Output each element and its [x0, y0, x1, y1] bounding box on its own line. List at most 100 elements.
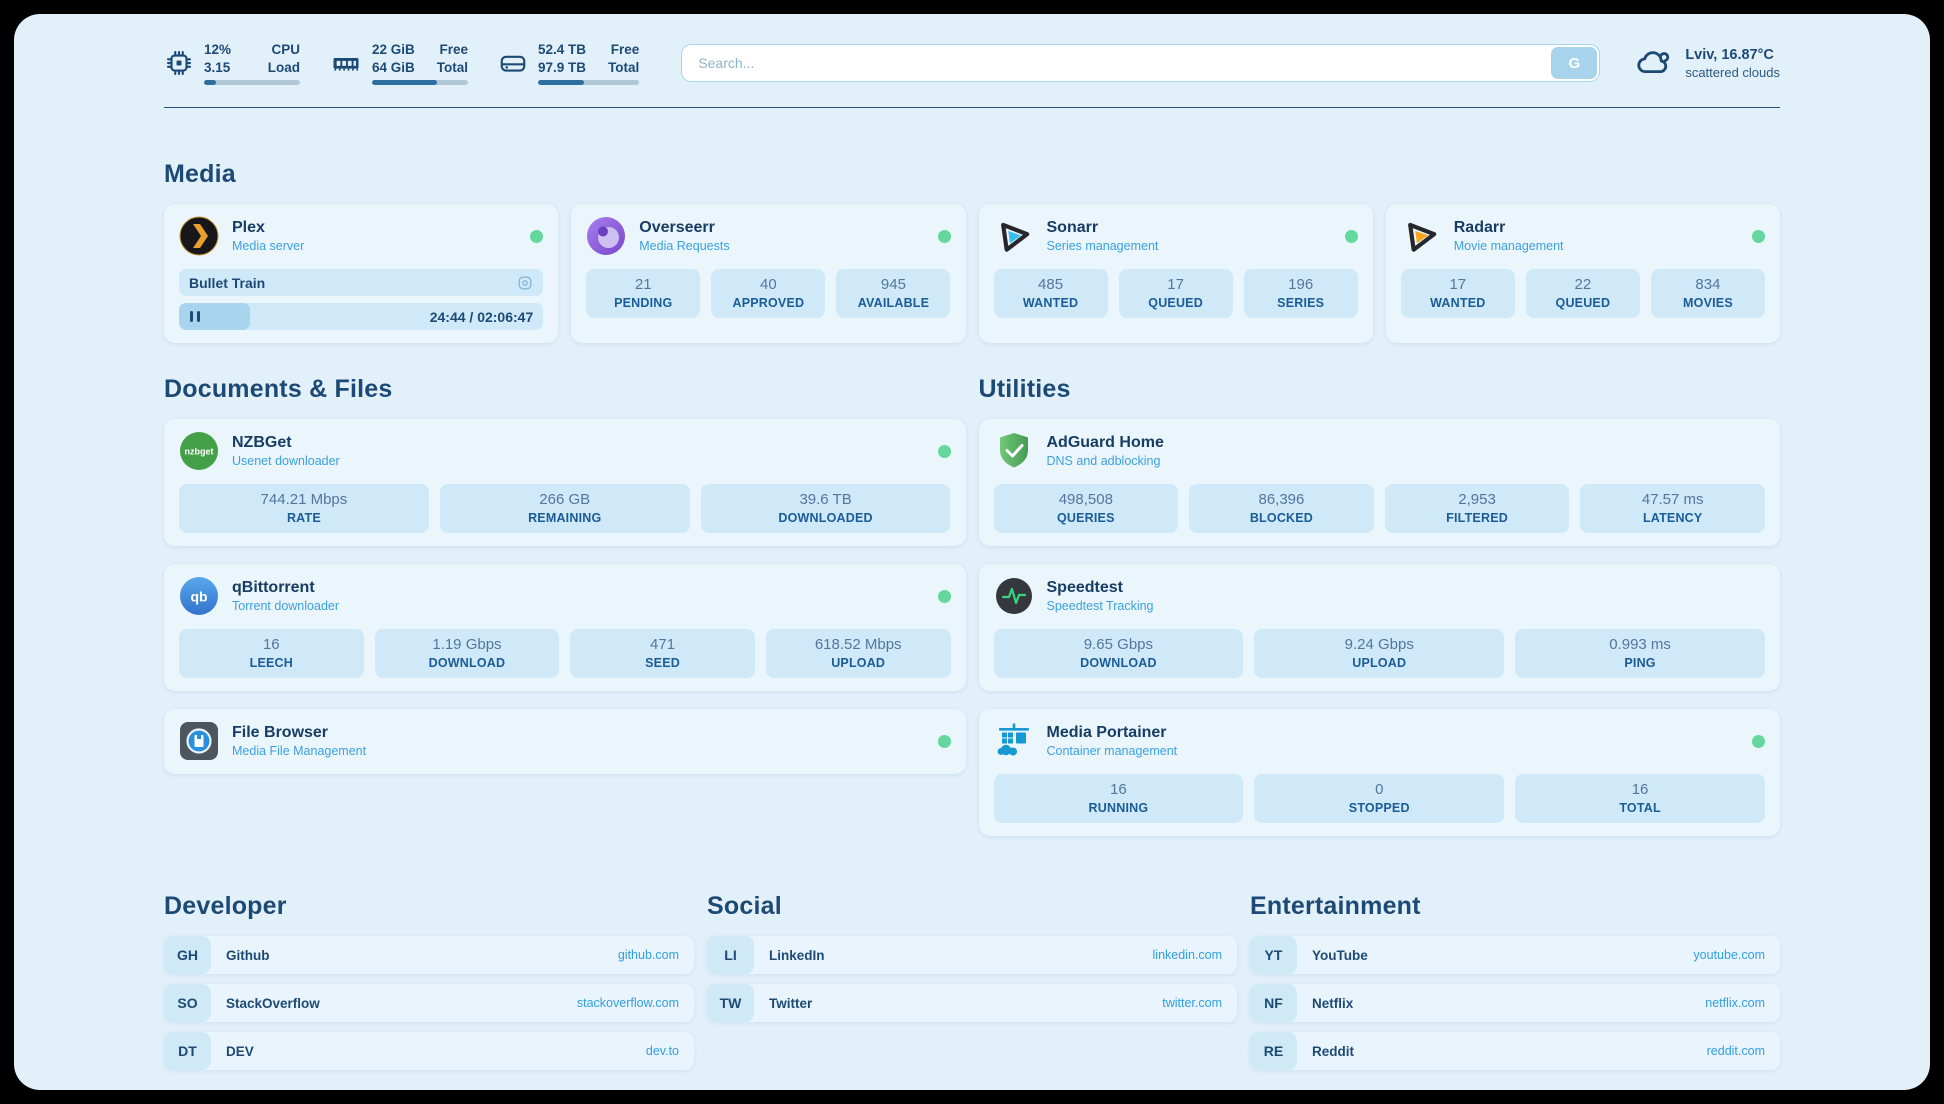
stat-value: 2,953 [1458, 491, 1496, 508]
app-title: Media Portainer [1046, 724, 1167, 741]
app-header-portainer[interactable]: Media Portainer Container management [994, 721, 1765, 761]
app-card-speedtest[interactable]: Speedtest Speedtest Tracking 9.65 Gbps D… [978, 564, 1780, 691]
app-header-filebrowser[interactable]: File Browser Media File Management [179, 721, 951, 761]
stat-value: 22 [1574, 276, 1592, 293]
cpu-label-bottom: Load [267, 59, 300, 75]
app-title: Speedtest [1046, 579, 1123, 596]
bookmark-reddit[interactable]: RE Reddit reddit.com [1250, 1032, 1780, 1070]
topbar-divider [164, 107, 1780, 108]
app-card-radarr[interactable]: Radarr Movie management 17 WANTED 22 QUE… [1385, 204, 1780, 343]
bookmark-abbr: TW [707, 984, 754, 1022]
bookmark-dev[interactable]: DT DEV dev.to [164, 1032, 694, 1070]
stat-label: SERIES [1277, 296, 1325, 310]
stat-value: 834 [1695, 276, 1721, 293]
app-card-filebrowser[interactable]: File Browser Media File Management [164, 709, 966, 774]
cpu-load-avg: 3.15 [204, 59, 231, 75]
status-dot-online [1344, 229, 1358, 243]
status-dot-online [1752, 229, 1765, 243]
app-card-overseerr[interactable]: Overseerr Media Requests 21 PENDING 40 A… [571, 204, 966, 343]
disk-stat: 52.4 TB 97.9 TB Free Total [498, 41, 640, 86]
status-dot-online [937, 734, 951, 748]
search-input[interactable] [681, 44, 1601, 82]
search-bar: G [681, 44, 1601, 82]
bookmark-abbr: GH [164, 936, 211, 974]
stat-label: DOWNLOADED [778, 511, 873, 525]
stat-pill: 834 MOVIES [1650, 269, 1765, 318]
cpu-label-top: CPU [271, 41, 300, 57]
bookmark-name: Twitter [769, 995, 813, 1011]
stat-pill: 471 SEED [570, 629, 755, 678]
stat-value: 16 [1631, 781, 1649, 798]
bookmark-name: Github [226, 947, 270, 963]
bookmark-url: twitter.com [1162, 996, 1222, 1010]
stat-pill: 0.993 ms PING [1515, 629, 1765, 678]
app-header-nzbget[interactable]: nzbget NZBGet Usenet downloader [179, 431, 951, 471]
pause-icon[interactable] [190, 311, 200, 322]
bookmark-github[interactable]: GH Github github.com [164, 936, 694, 974]
app-card-portainer[interactable]: Media Portainer Container management 16 … [978, 709, 1780, 836]
bookmark-columns: Developer GH Github github.com SO StackO… [164, 892, 1780, 1070]
app-card-nzbget[interactable]: nzbget NZBGet Usenet downloader 74 [164, 419, 966, 546]
app-card-sonarr[interactable]: Sonarr Series management 485 WANTED 17 Q… [978, 204, 1373, 343]
stat-label: SEED [645, 656, 680, 670]
dashboard-content: 12% 3.15 CPU Load [14, 14, 1930, 1070]
stat-value: 498,508 [1058, 491, 1113, 508]
bookmark-abbr: YT [1250, 936, 1297, 974]
stat-value: 0 [1375, 781, 1384, 798]
stat-pill: 40 APPROVED [711, 269, 826, 318]
disk-label-bottom: Total [608, 59, 640, 75]
cpu-progress-bar [204, 80, 300, 86]
cloud-icon [1634, 44, 1674, 83]
app-card-plex[interactable]: Plex Media server Bullet Train [164, 204, 559, 343]
app-card-qbittorrent[interactable]: qb qBittorrent Torrent downloader [164, 564, 966, 691]
bookmark-url: stackoverflow.com [576, 996, 679, 1010]
ram-free: 22 GiB [372, 41, 415, 57]
app-header-adguard[interactable]: AdGuard Home DNS and adblocking [994, 431, 1766, 471]
section-title-documents: Documents & Files [164, 375, 393, 403]
stat-pill: 498,508 QUERIES [993, 484, 1179, 533]
section-title-utilities: Utilities [978, 375, 1071, 403]
bookmark-youtube[interactable]: YT YouTube youtube.com [1250, 936, 1780, 974]
stat-label: AVAILABLE [857, 296, 930, 310]
stat-value: 196 [1288, 276, 1314, 293]
app-subtitle: Torrent downloader [232, 599, 340, 613]
stat-pills: 485 WANTED 17 QUEUED 196 SERIES [993, 269, 1358, 318]
app-header-radarr[interactable]: Radarr Movie management [1401, 216, 1765, 256]
status-dot-online [937, 229, 951, 243]
app-subtitle: Speedtest Tracking [1046, 599, 1154, 613]
search-engine-button[interactable]: G [1551, 47, 1598, 79]
bookmark-name: YouTube [1312, 947, 1368, 963]
app-header-plex[interactable]: Plex Media server [179, 216, 544, 256]
app-header-speedtest[interactable]: Speedtest Speedtest Tracking [994, 576, 1766, 616]
stat-label: BLOCKED [1249, 511, 1314, 525]
weather-condition: scattered clouds [1685, 64, 1780, 80]
status-dot-online [937, 589, 951, 603]
stat-value: 47.57 ms [1641, 491, 1704, 508]
bookmark-netflix[interactable]: NF Netflix netflix.com [1250, 984, 1780, 1022]
speedtest-icon [994, 576, 1034, 616]
playback-progress-bar: 24:44 / 02:06:47 [179, 303, 544, 330]
app-header-sonarr[interactable]: Sonarr Series management [994, 216, 1358, 256]
bookmark-twitter[interactable]: TW Twitter twitter.com [707, 984, 1237, 1022]
app-header-qbittorrent[interactable]: qb qBittorrent Torrent downloader [179, 576, 951, 616]
stat-pill: 39.6 TB DOWNLOADED [700, 484, 951, 533]
app-header-overseerr[interactable]: Overseerr Media Requests [586, 216, 951, 256]
stat-label: LATENCY [1642, 511, 1703, 525]
app-subtitle: Media Requests [639, 239, 730, 253]
ram-icon [330, 48, 362, 78]
stat-pills: 498,508 QUERIES 86,396 BLOCKED 2,953 FIL… [993, 484, 1765, 533]
weather-location: Lviv, 16.87°C [1685, 46, 1774, 63]
stat-label: QUERIES [1056, 511, 1115, 525]
bookmark-stackoverflow[interactable]: SO StackOverflow stackoverflow.com [164, 984, 694, 1022]
bookmark-linkedin[interactable]: LI LinkedIn linkedin.com [707, 936, 1237, 974]
now-playing-detail-icon[interactable] [517, 275, 533, 291]
disk-progress-bar [538, 80, 640, 86]
app-card-adguard[interactable]: AdGuard Home DNS and adblocking 498,508 … [978, 419, 1780, 546]
stat-label: STOPPED [1348, 801, 1410, 815]
stat-pills: 16 RUNNING 0 STOPPED 16 TOTAL [993, 774, 1766, 823]
cpu-icon [164, 48, 194, 78]
status-dot-online [1752, 734, 1765, 748]
playback-time: 24:44 / 02:06:47 [429, 308, 534, 325]
bookmark-abbr: SO [164, 984, 211, 1022]
app-subtitle: Series management [1046, 239, 1159, 253]
